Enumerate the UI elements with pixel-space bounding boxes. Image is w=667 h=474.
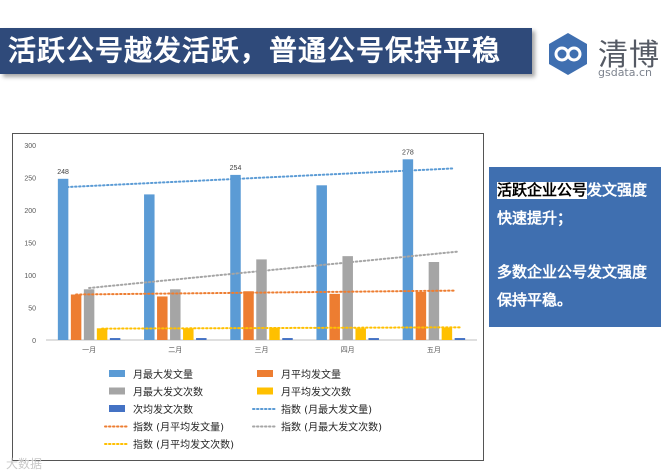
legend-swatch-2 [257,370,273,377]
trendline-1 [62,167,455,189]
x-tick-label: 五月 [427,346,441,354]
bar-5-2 [196,338,207,340]
gsdata-logo-icon [549,33,587,75]
bar-1-4 [316,185,327,340]
bar-4-2 [183,328,194,340]
trendline-3 [88,250,459,289]
legend-label-6: 指数 (月最大发文量) [281,403,372,416]
bar-2-1 [70,294,82,340]
legend-swatch-1 [109,370,125,377]
trendline-4 [101,326,461,330]
legend-label-8: 指数 (月最大发文次数) [281,421,382,434]
y-tick-label: 150 [24,241,36,248]
bar-1-5 [402,159,414,340]
bar-3-4 [342,256,353,340]
logo-name: 清博 [598,38,660,73]
legend-label-5: 次均发文次数 [133,403,193,416]
legend-label-7: 指数 (月平均发文量) [133,421,224,434]
bar-5-1 [109,338,121,340]
bar-5-4 [368,338,379,340]
y-tick-label: 250 [24,176,36,183]
logo-url: gsdata.cn [598,66,653,79]
x-tick-label: 一月 [82,346,96,354]
legend-label-3: 月最大发文次数 [133,386,203,399]
data-label: 248 [57,169,69,176]
legend-swatch-4 [257,387,273,395]
bar-3-2 [170,289,181,340]
bar-3-3 [256,259,267,340]
y-tick-label: 100 [24,273,36,280]
page-title: 活跃公号越发活跃，普通公号保持平稳 [0,28,532,74]
legend-label-1: 月最大发文量 [133,368,193,381]
y-tick-label: 0 [32,338,36,345]
legend-swatch-3 [109,387,125,395]
bar-2-3 [243,291,254,340]
legend-label-2: 月平均发文量 [281,368,341,381]
summary-point-2: 多数企业公号发文强度保持平稳。 [497,264,648,309]
legend-label-4: 月平均发文次数 [281,386,351,399]
legend-swatch-5 [109,405,125,412]
bar-4-3 [269,327,280,340]
bar-3-1 [83,289,95,340]
summary-point-1: 活跃企业公号发文强度快速提升； [497,177,653,233]
chart: 0 50 100 150 200 250 300 一月 二月 三月 四月 五月 248 254 278 月最大… [24,143,477,451]
bar-1-1 [57,178,69,340]
x-tick-label: 三月 [255,346,269,354]
bar-1-3 [230,174,241,340]
summary-point-1-text: 发文强度快速提升； [497,182,648,227]
legend-label-9: 指数 (月平均发文次数) [133,438,234,451]
trendline-2 [75,289,457,296]
chart-frame: 0 50 100 150 200 250 300 一月 二月 三月 四月 五月 248 254 278 月最大… [12,133,484,461]
bar-5-3 [282,338,293,340]
data-label: 254 [230,165,242,172]
data-label: 278 [402,149,414,156]
summary-panel: 活跃企业公号发文强度快速提升； 多数企业公号发文强度保持平稳。 [489,167,661,327]
bar-2-5 [415,291,427,340]
summary-highlight: 活跃企业公号 [497,182,588,199]
bar-4-4 [355,328,366,340]
bar-2-4 [329,293,340,340]
x-tick-label: 二月 [168,346,182,354]
bar-5-5 [454,338,466,340]
y-tick-label: 50 [28,306,36,313]
bar-3-5 [428,262,440,340]
bar-4-5 [441,327,453,340]
watermark: 大数据 [6,457,43,471]
y-tick-label: 200 [24,208,36,215]
bar-2-2 [157,296,168,340]
bar-1-2 [144,194,155,340]
x-tick-label: 四月 [341,346,355,354]
bar-4-1 [96,328,108,340]
y-tick-label: 300 [24,143,36,150]
